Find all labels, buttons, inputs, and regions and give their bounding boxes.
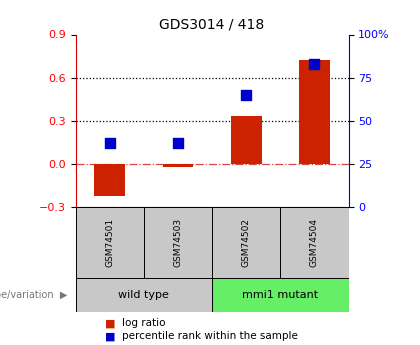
Point <box>311 61 318 67</box>
Bar <box>76 207 144 278</box>
Bar <box>94 164 125 196</box>
Text: log ratio: log ratio <box>122 318 165 328</box>
Bar <box>299 60 330 164</box>
Bar <box>231 117 262 164</box>
Text: ■: ■ <box>105 332 116 341</box>
Point <box>106 140 113 146</box>
Text: GSM74501: GSM74501 <box>105 218 114 267</box>
Text: wild type: wild type <box>118 290 169 300</box>
Text: mmi1 mutant: mmi1 mutant <box>242 290 318 300</box>
Text: GSM74502: GSM74502 <box>242 218 251 267</box>
Title: GDS3014 / 418: GDS3014 / 418 <box>160 18 265 32</box>
Bar <box>76 278 212 312</box>
Text: ■: ■ <box>105 318 116 328</box>
Bar <box>212 207 280 278</box>
Text: genotype/variation  ▶: genotype/variation ▶ <box>0 290 67 300</box>
Bar <box>144 207 212 278</box>
Text: GSM74503: GSM74503 <box>173 218 182 267</box>
Point <box>175 140 181 146</box>
Bar <box>280 207 349 278</box>
Bar <box>163 164 193 167</box>
Point <box>243 92 249 98</box>
Text: percentile rank within the sample: percentile rank within the sample <box>122 332 298 341</box>
Bar <box>212 278 349 312</box>
Text: GSM74504: GSM74504 <box>310 218 319 267</box>
